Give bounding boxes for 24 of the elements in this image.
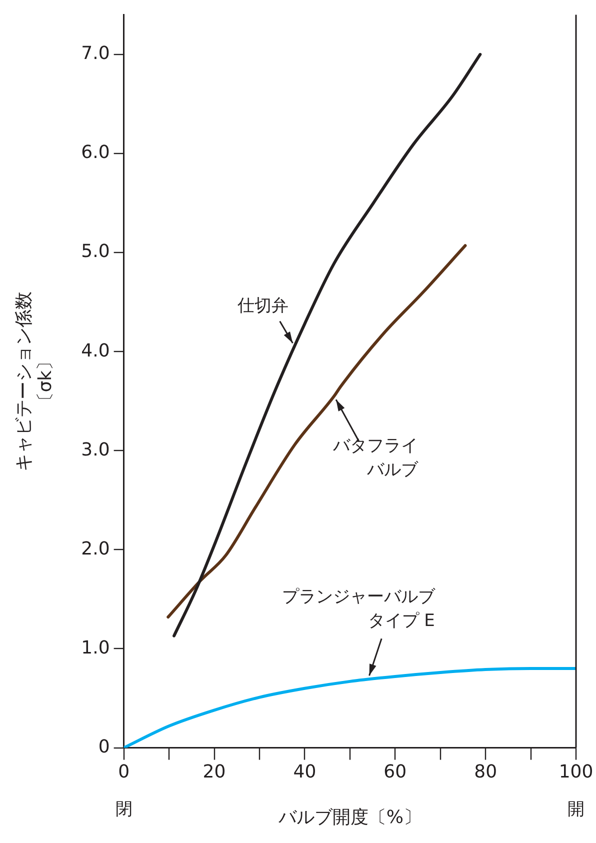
annotation: 仕切弁 xyxy=(236,296,289,316)
text: 開 xyxy=(568,800,584,820)
y-axis-title: キャビテーション係数〔σk〕 xyxy=(13,291,56,472)
text: 閉 xyxy=(115,800,132,820)
x-tick-label: 60 xyxy=(384,761,407,782)
annotation: バルブ xyxy=(366,460,420,480)
x-tick-label: 20 xyxy=(202,761,226,782)
y-tick-label: 2.0 xyxy=(81,538,110,560)
y-tick-label: 3.0 xyxy=(81,439,110,460)
y-tick-label: 1.0 xyxy=(81,637,110,658)
x-tick-label: 40 xyxy=(293,761,316,782)
x-axis-title: バルブ開度〔%〕 xyxy=(277,806,422,828)
annotation: プランジャーバルブ xyxy=(282,586,436,607)
line-series xyxy=(172,52,482,638)
x-tick-label: 100 xyxy=(558,761,594,782)
y-tick-label: 6.0 xyxy=(81,142,110,164)
annotation: バタフライ xyxy=(332,436,418,456)
x-tick-label: 0 xyxy=(118,761,130,782)
y-tick-label: 4.0 xyxy=(81,340,110,362)
annotation: タイプ E xyxy=(368,611,435,632)
y-tick-label: 7.0 xyxy=(81,43,110,64)
y-tick-label: 5.0 xyxy=(81,241,110,262)
x-tick-label: 80 xyxy=(474,761,498,782)
y-tick-label: 0 xyxy=(98,736,110,758)
